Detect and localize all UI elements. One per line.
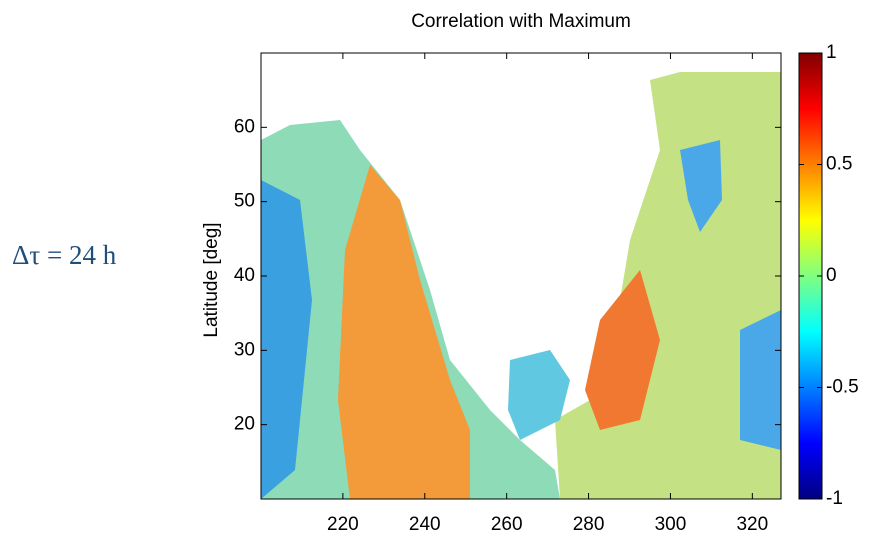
- y-axis-label: Latitude [deg]: [201, 222, 222, 337]
- x-tick-label: 260: [491, 514, 523, 535]
- x-tick-label: 240: [409, 514, 441, 535]
- x-tick-label: 300: [655, 514, 687, 535]
- ocean-region: [508, 350, 570, 440]
- ocean-region: [680, 140, 722, 232]
- x-tick-label: 280: [573, 514, 605, 535]
- field: [261, 53, 781, 499]
- ocean-region: [585, 270, 660, 430]
- colorbar-tick-label: 0.5: [826, 154, 852, 175]
- side-label: Δτ = 24 h: [12, 240, 117, 270]
- ocean-region: [261, 180, 312, 499]
- y-tick-label: 40: [234, 265, 255, 286]
- chart-title: Correlation with Maximum: [411, 11, 631, 32]
- colorbar-tick-label: 0: [826, 265, 837, 286]
- x-tick-label: 320: [736, 514, 768, 535]
- y-tick-label: 20: [234, 414, 255, 435]
- y-tick-label: 50: [234, 191, 255, 212]
- y-tick-label: 30: [234, 339, 255, 360]
- colorbar-tick-label: -1: [826, 488, 843, 509]
- colorbar-tick-label: -0.5: [826, 377, 859, 398]
- ocean-region: [338, 165, 470, 499]
- ocean-region: [740, 310, 781, 450]
- colorbar-tick-label: 1: [826, 42, 837, 63]
- y-tick-label: 60: [234, 116, 255, 137]
- x-tick-label: 220: [327, 514, 359, 535]
